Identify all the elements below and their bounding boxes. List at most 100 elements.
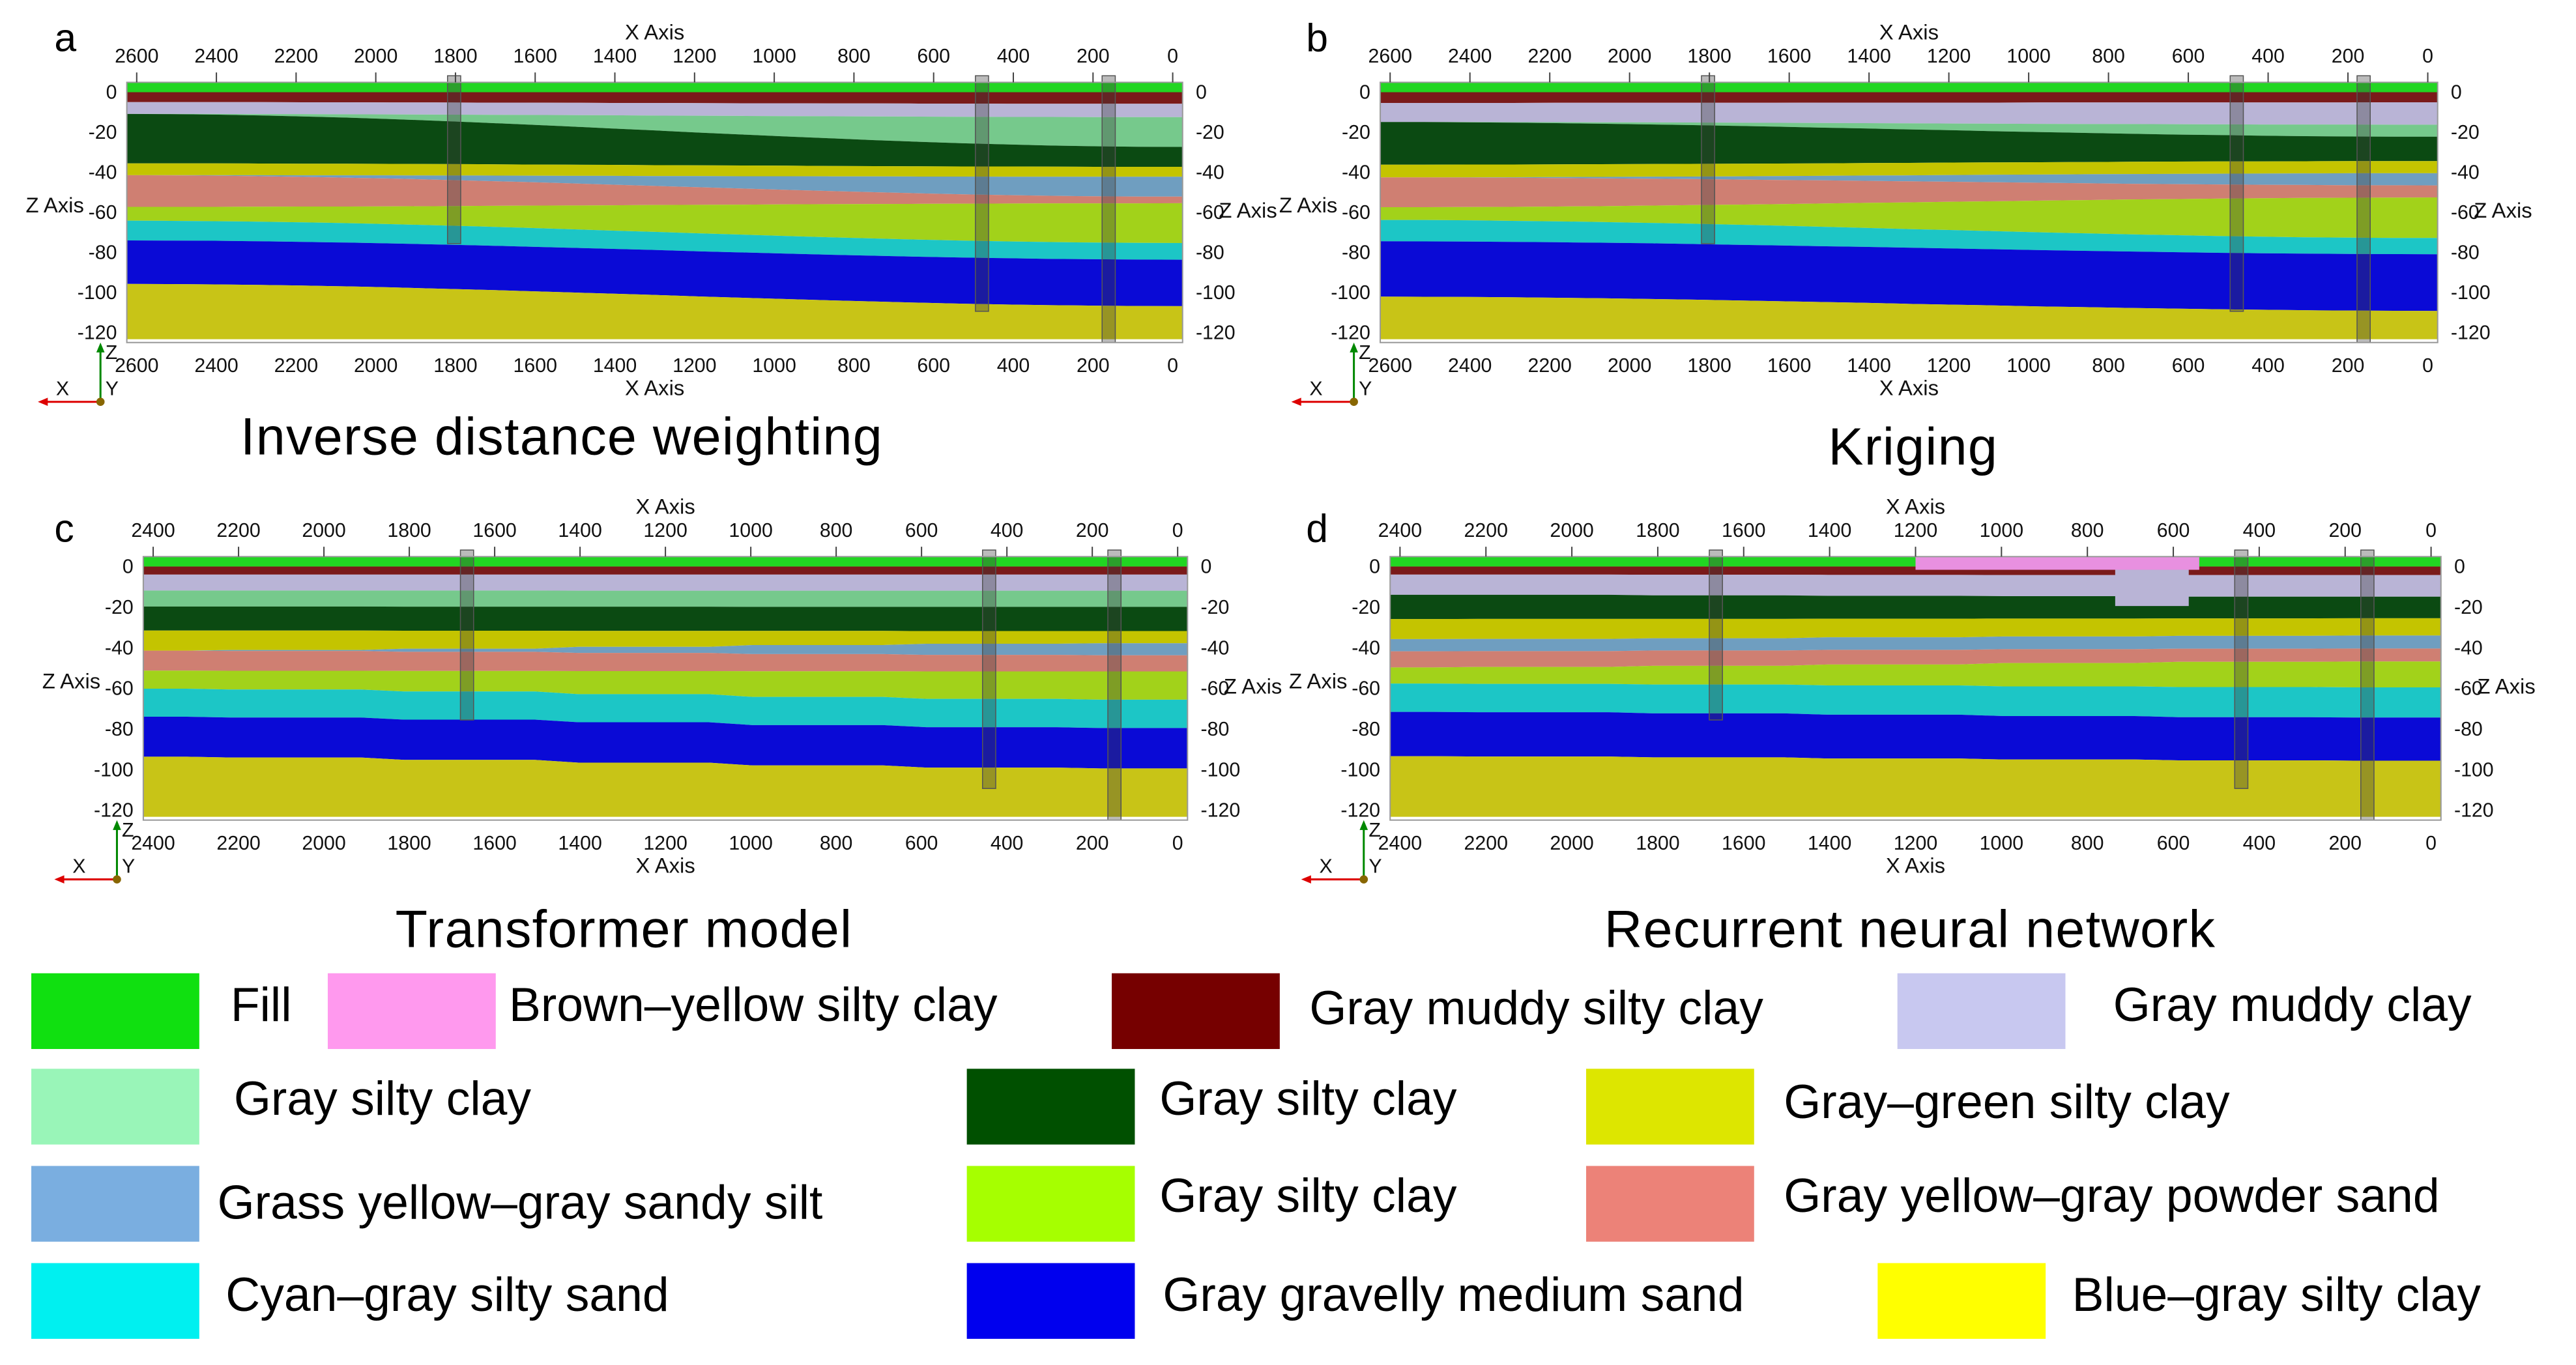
panel-d: d 2400 2400 2200 2200 2000 2000 1800 1800 1600 16…: [1288, 478, 2576, 958]
z-tick-right: -60: [1201, 678, 1230, 700]
layer-gray-muddy-clay: [1380, 102, 2438, 125]
x-axis-title-bottom: X Axis: [1886, 854, 1945, 878]
x-tick-top: 0: [1167, 46, 1178, 67]
x-axis-title-top: X Axis: [1879, 20, 1939, 44]
legend-swatch: [966, 1263, 1135, 1339]
x-tick-top: 2200: [274, 46, 318, 67]
x-tick-bottom: 1200: [1894, 833, 1937, 854]
z-tick-right: 0: [2451, 82, 2462, 104]
x-tick-bottom: 1400: [1808, 833, 1851, 854]
z-tick-right: -40: [2454, 637, 2483, 659]
x-tick-top: 1400: [1847, 46, 1890, 67]
z-tick-right: -60: [2451, 202, 2480, 223]
x-tick-top: 2400: [194, 46, 238, 67]
x-tick-bottom: 1800: [1636, 833, 1679, 854]
z-tick-right: -100: [2451, 282, 2491, 304]
z-tick-right: -120: [2454, 800, 2494, 822]
legend-label: Cyan–gray silty sand: [225, 1269, 669, 1323]
x-tick-bottom: 1200: [643, 833, 687, 854]
orientation-y-label: Y: [122, 856, 135, 878]
layer-bottom-clay: [126, 283, 1183, 339]
x-tick-top: 2400: [1378, 520, 1422, 541]
z-tick-left: -100: [1340, 759, 1380, 781]
z-tick-left: -60: [1352, 678, 1380, 700]
z-tick-right: 0: [2454, 556, 2465, 578]
x-tick-top: 1600: [514, 46, 557, 67]
x-tick-bottom: 1000: [729, 833, 772, 854]
x-tick-bottom: 800: [837, 355, 871, 377]
z-tick-left: -60: [1342, 202, 1370, 223]
legend-swatch: [1897, 973, 2066, 1050]
x-tick-top: 2000: [1608, 46, 1651, 67]
x-tick-bottom: 600: [905, 833, 938, 854]
z-tick-left: -80: [89, 242, 117, 264]
orientation-z-label: Z: [1359, 342, 1371, 364]
x-tick-top: 600: [905, 520, 938, 541]
z-tick-right: -40: [1196, 162, 1224, 184]
x-tick-bottom: 400: [991, 833, 1024, 854]
x-tick-top: 1600: [472, 520, 516, 541]
x-tick-bottom: 2200: [1527, 355, 1571, 377]
legend-label: Gray muddy silty clay: [1309, 983, 1763, 1036]
legend-swatch: [1112, 973, 1280, 1050]
x-tick-top: 2200: [216, 520, 260, 541]
legend-swatch: [966, 1166, 1135, 1242]
borehole: [1701, 75, 1715, 244]
x-tick-top: 1400: [593, 46, 637, 67]
x-tick-top: 1800: [387, 520, 431, 541]
z-tick-right: -20: [2451, 122, 2480, 143]
z-tick-right: -80: [1201, 719, 1230, 740]
layer-bottom-clay: [1380, 296, 2438, 339]
x-tick-top: 2000: [302, 520, 345, 541]
x-tick-bottom: 1800: [433, 355, 477, 377]
layer-gray-muddy-silty-clay: [126, 92, 1183, 104]
x-axis-title-bottom: X Axis: [635, 854, 695, 878]
section-body: [1390, 549, 2441, 821]
orientation-widget: X ZY: [1291, 342, 1372, 407]
x-tick-bottom: 1400: [558, 833, 601, 854]
layer-fill: [126, 82, 1183, 93]
z-tick-right: -100: [1201, 759, 1241, 781]
layer-gray-silty-clay-dark: [126, 113, 1183, 167]
x-tick-top: 600: [917, 46, 950, 67]
legend-swatch: [31, 1166, 199, 1242]
x-tick-top: 1200: [643, 520, 687, 541]
x-tick-bottom: 1600: [472, 833, 516, 854]
x-tick-top: 400: [2243, 520, 2276, 541]
layer-grass-yellow-gray-sandy-silt: [126, 175, 1183, 197]
legend-label: Gray muddy clay: [2113, 979, 2472, 1033]
x-tick-top: 1200: [1927, 46, 1971, 67]
z-tick-left: -20: [1352, 597, 1380, 618]
x-tick-bottom: 2200: [1464, 833, 1508, 854]
layer-gray-muddy-clay: [2115, 569, 2189, 607]
x-tick-bottom: 1000: [2006, 355, 2050, 377]
borehole: [975, 75, 989, 312]
orientation-widget: X ZY: [54, 820, 135, 884]
x-tick-bottom: 800: [820, 833, 853, 854]
x-tick-bottom: 1800: [387, 833, 431, 854]
x-axis-title-bottom: X Axis: [1879, 376, 1939, 400]
z-tick-right: 0: [1201, 556, 1212, 578]
layer-medium-sand: [126, 240, 1183, 306]
x-tick-top: 1800: [433, 46, 477, 67]
orientation-widget: X ZY: [1301, 820, 1382, 884]
z-tick-right: -60: [2454, 678, 2483, 700]
layer-gray-silty-clay-light: [1380, 122, 2438, 137]
x-tick-top: 2200: [1464, 520, 1508, 541]
layer-bottom-clay: [1390, 756, 2441, 817]
borehole: [1107, 549, 1122, 821]
panel-caption: Kriging: [1828, 416, 1999, 476]
z-tick-right: -20: [1196, 122, 1224, 143]
borehole: [1709, 549, 1723, 721]
x-tick-top: 1000: [752, 46, 796, 67]
z-tick-left: -120: [78, 323, 117, 344]
x-tick-bottom: 0: [2422, 355, 2433, 377]
layer-grass-yellow-gray-sandy-silt: [1390, 635, 2441, 652]
z-tick-right: -120: [2451, 323, 2491, 344]
layer-bottom-clay: [143, 756, 1188, 817]
x-tick-top: 1800: [1636, 520, 1679, 541]
x-tick-bottom: 2000: [1608, 355, 1651, 377]
section-plot: 2400240022002200200020001800180016001600…: [1289, 495, 2536, 884]
layer-cyan-sand: [143, 689, 1188, 728]
layer-gray-silty-clay-lime: [1380, 197, 2438, 238]
